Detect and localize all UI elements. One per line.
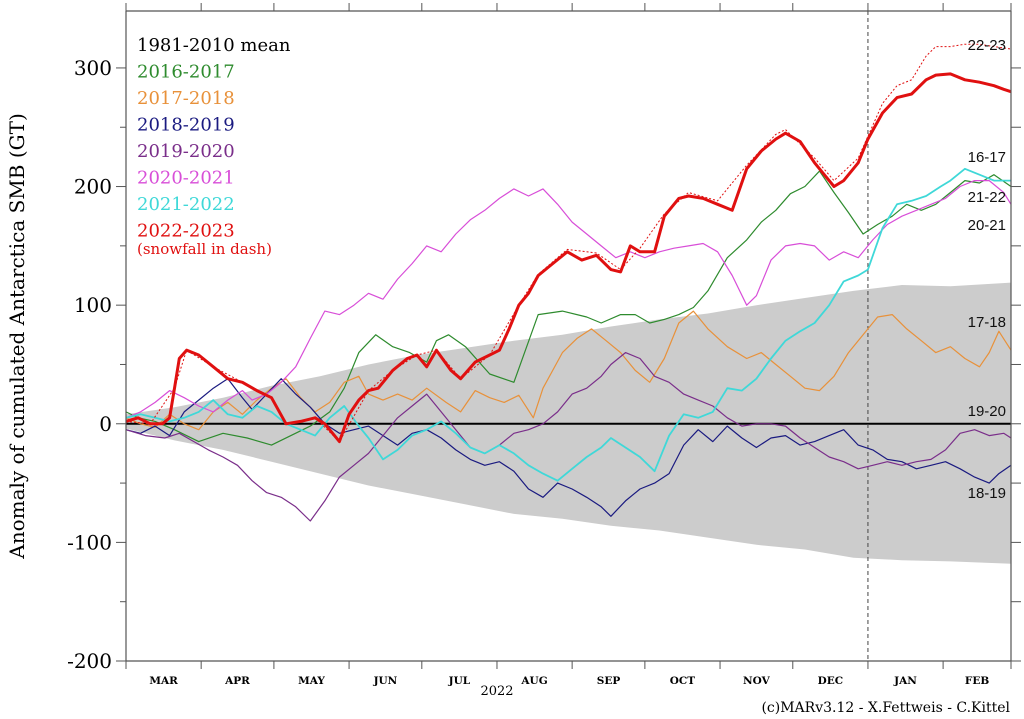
series-line-2019-2020	[125, 352, 1012, 522]
legend-entry: 2021-2022	[137, 194, 235, 215]
series-line-2018-2019	[125, 378, 1012, 517]
legend-entry: 2017-2018	[137, 88, 235, 109]
y-tick-label: 300	[74, 56, 112, 80]
legend-entry: 2022-2023	[137, 221, 235, 242]
end-label-17-18: 17-18	[968, 314, 1006, 331]
x-tick-label-jun: JUN	[373, 675, 398, 687]
y-tick-label: -100	[67, 530, 112, 554]
x-tick-label-sep: SEP	[597, 675, 621, 687]
axes: -200 -100 0 100 200 300 MAR APR MAY JUN JUL AUG SEP O…	[67, 3, 1021, 687]
y-tick-label: -200	[67, 649, 112, 673]
legend-entry: 2016-2017	[137, 62, 235, 83]
credit-text: (c)MARv3.12 - X.Fettweis - C.Kittel	[761, 700, 1010, 716]
legend-entry: 2020-2021	[137, 168, 235, 189]
y-tick-label: 0	[99, 412, 112, 436]
legend-entry: 2018-2019	[137, 115, 235, 136]
series-line-2021-2022	[125, 167, 1011, 482]
end-label-19-20: 19-20	[968, 403, 1006, 420]
x-tick-label-aug: AUG	[520, 675, 547, 687]
x-tick-label-dec: DEC	[818, 675, 843, 687]
end-label-18-19: 18-19	[968, 485, 1006, 502]
series-line-2022-2023-snowfall	[125, 43, 1012, 443]
series-line-2020-2021	[125, 180, 1012, 419]
legend-note: (snowfall in dash)	[137, 240, 272, 258]
legend-entry: 1981-2010 mean	[137, 35, 291, 56]
y-tick-label: 100	[74, 293, 112, 317]
x-tick-label-may: MAY	[298, 675, 325, 687]
end-label-22-23: 22-23	[968, 37, 1006, 54]
x-tick-label-mar: MAR	[149, 675, 178, 687]
x-tick-label-feb: FEB	[965, 675, 989, 687]
series-line-2016-2017	[125, 170, 1012, 446]
y-axis-label: Anomaly of cumulated Antarctica SMB (GT)	[5, 113, 29, 560]
end-label-16-17: 16-17	[968, 149, 1006, 166]
end-label-21-22: 21-22	[968, 189, 1006, 206]
x-tick-label-jul: JUL	[448, 675, 471, 687]
y-tick-label: 200	[74, 175, 112, 199]
x-axis-year-label: 2022	[480, 684, 513, 699]
legend: 1981-2010 mean 2016-2017 2017-2018 2018-201…	[137, 35, 291, 258]
x-tick-label-oct: OCT	[670, 675, 696, 687]
legend-entry: 2019-2020	[137, 141, 235, 162]
series-layer	[125, 43, 1012, 522]
x-tick-label-jan: JAN	[893, 675, 917, 687]
end-labels: 16-17 17-18 18-19 19-20 20-21 21-22 22-23	[968, 37, 1006, 502]
x-tick-label-apr: APR	[224, 675, 250, 687]
end-label-20-21: 20-21	[968, 217, 1006, 234]
x-tick-label-nov: NOV	[743, 675, 771, 687]
